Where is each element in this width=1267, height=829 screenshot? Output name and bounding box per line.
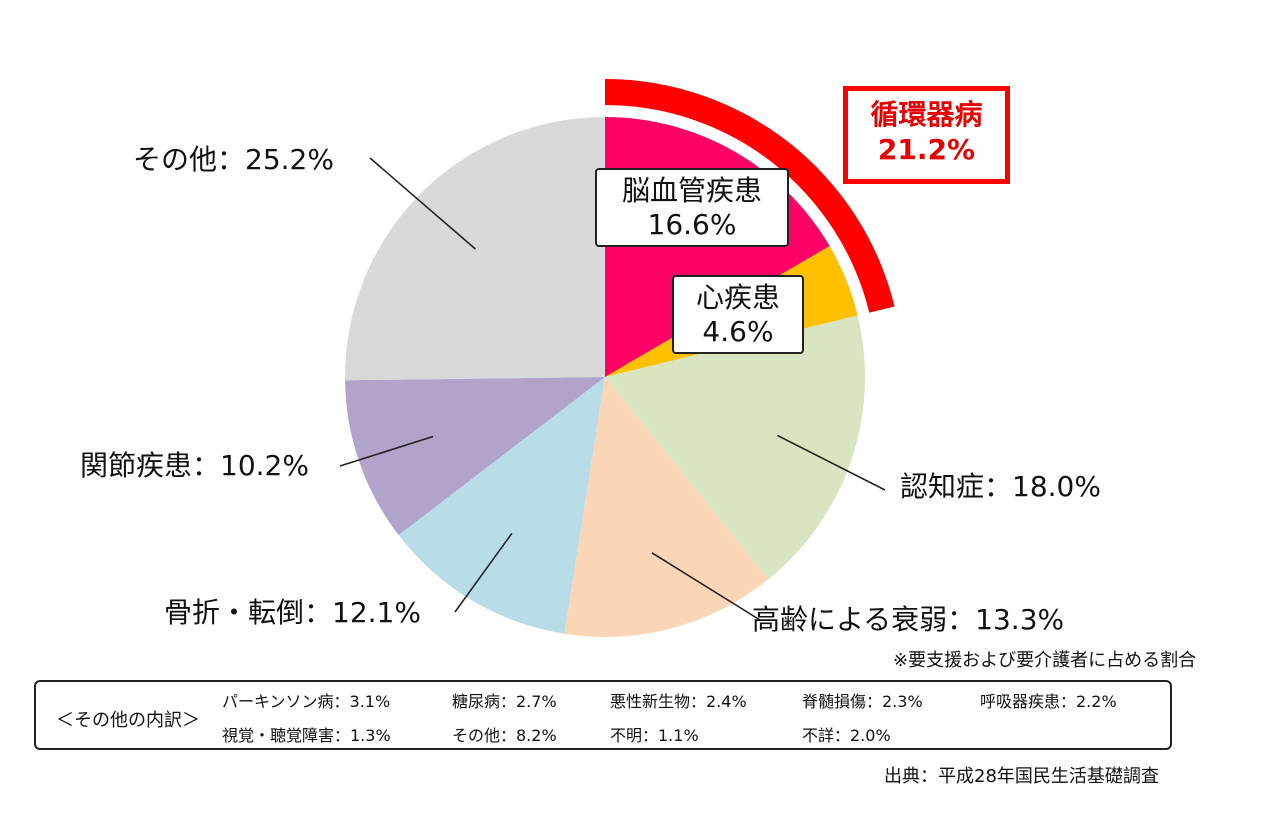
slice-label-frailty: 高齢による衰弱：13.3%	[752, 603, 1065, 636]
other-breakdown-box: ＜その他の内訳＞ パーキンソン病：3.1% 糖尿病：2.7% 悪性新生物：2.4…	[34, 680, 1172, 750]
breakdown-item: パーキンソン病：3.1%	[222, 692, 391, 711]
slice-label-cerebrovascular: 脳血管疾患 16.6%	[595, 168, 789, 248]
breakdown-item: 糖尿病：2.7%	[452, 692, 557, 711]
slice-label-dementia: 認知症：18.0%	[900, 470, 1101, 503]
breakdown-item: 呼吸器疾患：2.2%	[980, 692, 1117, 711]
slice-label-heart-disease: 心疾患 4.6%	[672, 275, 804, 355]
leader-line-4	[454, 532, 513, 613]
pie-slice-4	[398, 377, 605, 634]
leader-line-6	[369, 157, 477, 250]
heart-disease-name: 心疾患	[695, 281, 780, 314]
breakdown-item: 悪性新生物：2.4%	[610, 692, 747, 711]
chart-source: 出典：平成28年国民生活基礎調査	[884, 766, 1159, 787]
leader-line-2	[777, 434, 886, 491]
leader-line-3	[651, 552, 761, 621]
pie-slice-5	[345, 377, 605, 536]
pie-slice-2	[605, 315, 866, 580]
heart-disease-pct: 4.6%	[702, 314, 774, 348]
breakdown-item: 不明：1.1%	[610, 726, 699, 745]
circulatory-group-arc	[605, 79, 895, 313]
pie-slice-3	[564, 377, 769, 637]
slice-label-joint-disease: 関節疾患：10.2%	[80, 449, 309, 482]
leader-line-5	[339, 435, 434, 467]
breakdown-title: ＜その他の内訳＞	[56, 710, 200, 731]
breakdown-item: 視覚・聴覚障害：1.3%	[222, 726, 391, 745]
slice-label-fracture: 骨折・転倒：12.1%	[164, 596, 421, 629]
breakdown-item: 脊髄損傷：2.3%	[802, 692, 923, 711]
cerebrovascular-pct: 16.6%	[647, 207, 737, 241]
circulatory-group-pct: 21.2%	[877, 133, 976, 166]
cerebrovascular-name: 脳血管疾患	[621, 174, 762, 207]
slice-label-other: その他：25.2%	[133, 143, 334, 176]
breakdown-item: 不詳：2.0%	[802, 726, 891, 745]
circulatory-group-name: 循環器病	[870, 98, 983, 131]
chart-note: ※要支援および要介護者に占める割合	[893, 650, 1197, 671]
breakdown-item: その他：8.2%	[452, 726, 557, 745]
circulatory-group-label: 循環器病 21.2%	[843, 86, 1010, 184]
